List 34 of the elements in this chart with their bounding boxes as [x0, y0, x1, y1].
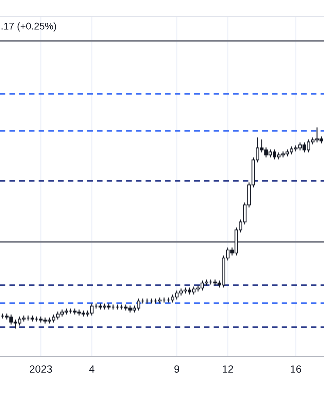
- candlestick: [273, 150, 277, 160]
- candlestick: [307, 140, 311, 153]
- x-tick-label: 12: [223, 366, 234, 373]
- candlestick: [137, 298, 141, 311]
- candlestick: [103, 304, 107, 310]
- candlestick: [44, 318, 48, 324]
- candlestick: [30, 316, 34, 322]
- candlestick: [78, 310, 82, 316]
- candlestick: [158, 298, 162, 304]
- candlestick: [73, 308, 77, 315]
- text: .17 (+0.25%): [2, 22, 56, 32]
- x-tick-label: 16: [291, 366, 302, 373]
- candlestick: [90, 304, 94, 316]
- candlestick: [98, 304, 102, 310]
- x-tick-label: 4: [89, 366, 95, 373]
- candlestick: [107, 304, 111, 310]
- x-tick-label: 9: [174, 366, 180, 373]
- candlestick: [82, 310, 86, 317]
- candlestick: [264, 148, 268, 158]
- candlestick: [184, 288, 188, 294]
- candlestick: [282, 152, 286, 158]
- candlestick: [64, 308, 68, 315]
- candlestick: [200, 280, 204, 291]
- candlestick: [48, 318, 52, 324]
- candlestick: [39, 316, 43, 323]
- candlestick: [124, 304, 128, 311]
- candlestick: [22, 316, 26, 322]
- candlestick: [10, 314, 14, 325]
- candlestick: [5, 314, 9, 320]
- candlestick: [14, 320, 18, 329]
- candlestick: [302, 142, 306, 153]
- x-tick-label: 2023: [30, 366, 52, 373]
- candlestick: [316, 128, 320, 143]
- candlestick: [294, 146, 298, 152]
